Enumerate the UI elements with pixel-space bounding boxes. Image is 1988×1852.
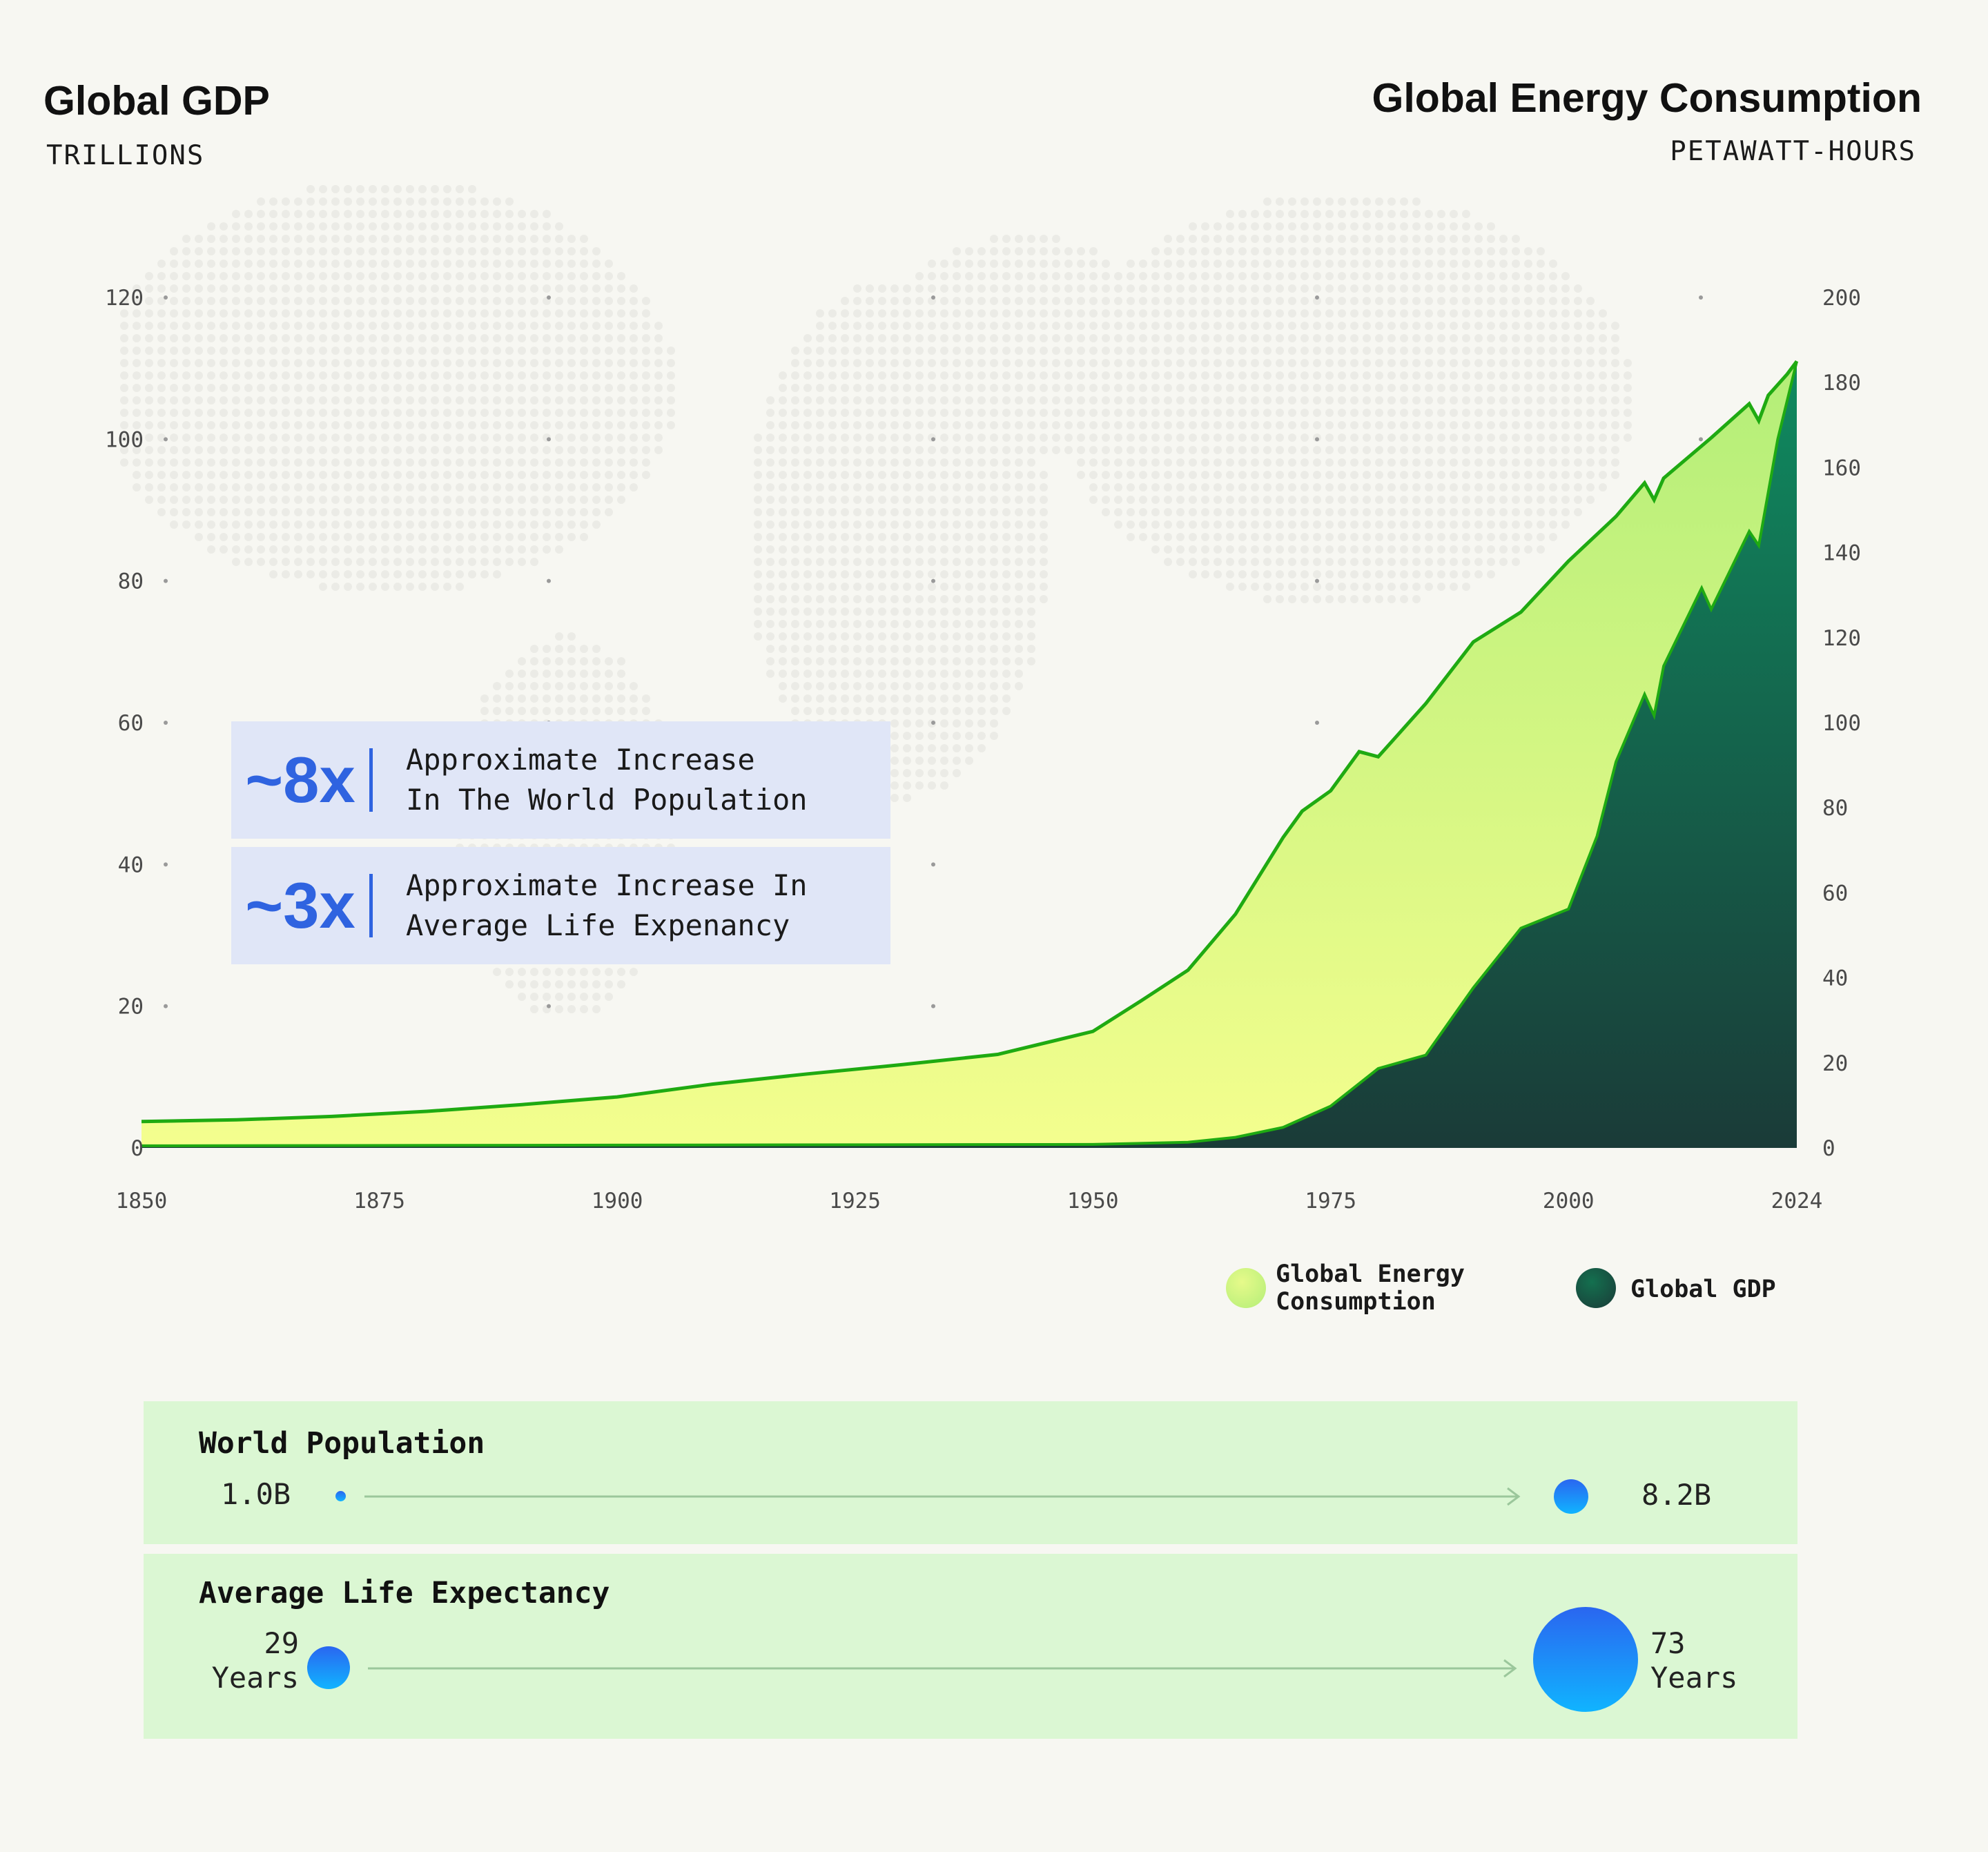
population-arrow: [364, 1487, 1521, 1506]
population-end: 8.2B: [1641, 1478, 1712, 1512]
life-expectancy-start-bubble: [307, 1646, 350, 1689]
callout-text: Approximate Increase In The World Popula…: [406, 743, 808, 817]
legend-energy-label: Global Energy Consumption: [1276, 1260, 1465, 1316]
population-title: World Population: [199, 1426, 485, 1461]
x-tick-labels: 1850 1875 1900 1925 1950 1975 2000 2024: [116, 1189, 1823, 1213]
x-tick-label: 1875: [353, 1189, 405, 1213]
population-panel: World Population 1.0B 8.2B: [144, 1401, 1797, 1544]
legend-gdp-label: Global GDP: [1630, 1276, 1776, 1303]
legend-gdp-swatch: [1576, 1268, 1616, 1308]
life-expectancy-title: Average Life Expectancy: [199, 1576, 610, 1610]
callout-divider: [369, 748, 373, 812]
left-tick-label: 80: [118, 569, 144, 594]
callout-multiplier: ~3x: [245, 869, 355, 942]
right-tick-label: 200: [1822, 286, 1861, 311]
left-tick-label: 120: [105, 286, 144, 311]
x-tick-label: 1950: [1067, 1189, 1119, 1213]
population-end-bubble: [1554, 1479, 1588, 1514]
right-tick-label: 120: [1822, 626, 1861, 651]
callout-population: ~8x Approximate Increase In The World Po…: [231, 721, 890, 839]
right-axis-unit: PETAWATT-HOURS: [1670, 136, 1916, 167]
callout-text: Approximate Increase In Average Life Exp…: [406, 868, 808, 942]
x-tick-label: 1975: [1305, 1189, 1356, 1213]
legend-energy-swatch: [1226, 1268, 1266, 1308]
population-start: 1.0B: [221, 1477, 291, 1511]
life-expectancy-arrow: [368, 1659, 1517, 1678]
right-tick-labels: 0 20 40 60 80 100 120 140 160 180 200: [1822, 286, 1861, 1161]
gdp-area: [142, 361, 1797, 1148]
life-expectancy-panel: Average Life Expectancy 29 Years 73 Year…: [144, 1554, 1797, 1739]
x-tick-label: 1850: [116, 1189, 168, 1213]
left-axis-unit: TRILLIONS: [46, 140, 205, 171]
gdp-line: [141, 360, 1798, 1147]
left-axis-title: Global GDP: [43, 78, 270, 124]
right-tick-label: 160: [1822, 456, 1861, 480]
right-tick-label: 180: [1822, 371, 1861, 396]
life-expectancy-start: 29 Years: [211, 1626, 299, 1695]
right-tick-label: 0: [1822, 1136, 1835, 1161]
right-tick-label: 60: [1822, 881, 1848, 906]
x-tick-label: 1925: [829, 1189, 881, 1213]
right-tick-label: 20: [1822, 1051, 1848, 1076]
chart: 0 20 40 60 80 100 120 0 20 40 60 80 100 120 140 160 180…: [105, 185, 1861, 1213]
left-tick-label: 0: [130, 1136, 144, 1161]
x-tick-label: 1900: [592, 1189, 643, 1213]
left-tick-label: 20: [118, 995, 144, 1020]
population-start-bubble: [335, 1491, 346, 1501]
left-tick-labels: 0 20 40 60 80 100 120: [105, 286, 144, 1161]
left-tick-label: 40: [118, 852, 144, 877]
life-expectancy-end: 73 Years: [1650, 1626, 1738, 1695]
callout-multiplier: ~8x: [245, 743, 355, 816]
x-tick-label: 2024: [1771, 1189, 1823, 1213]
right-axis-title: Global Energy Consumption: [1372, 75, 1922, 121]
energy-area: [142, 361, 1797, 1148]
left-tick-label: 100: [105, 427, 144, 452]
right-tick-label: 140: [1822, 541, 1861, 566]
energy-line: [141, 360, 1799, 1124]
callout-life-expectancy: ~3x Approximate Increase In Average Life…: [231, 847, 890, 964]
callout-divider: [369, 874, 373, 937]
x-tick-label: 2000: [1543, 1189, 1595, 1213]
right-tick-label: 40: [1822, 966, 1848, 991]
life-expectancy-end-bubble: [1533, 1607, 1638, 1712]
right-tick-label: 80: [1822, 796, 1848, 821]
left-tick-label: 60: [118, 711, 144, 736]
right-tick-label: 100: [1822, 711, 1861, 736]
